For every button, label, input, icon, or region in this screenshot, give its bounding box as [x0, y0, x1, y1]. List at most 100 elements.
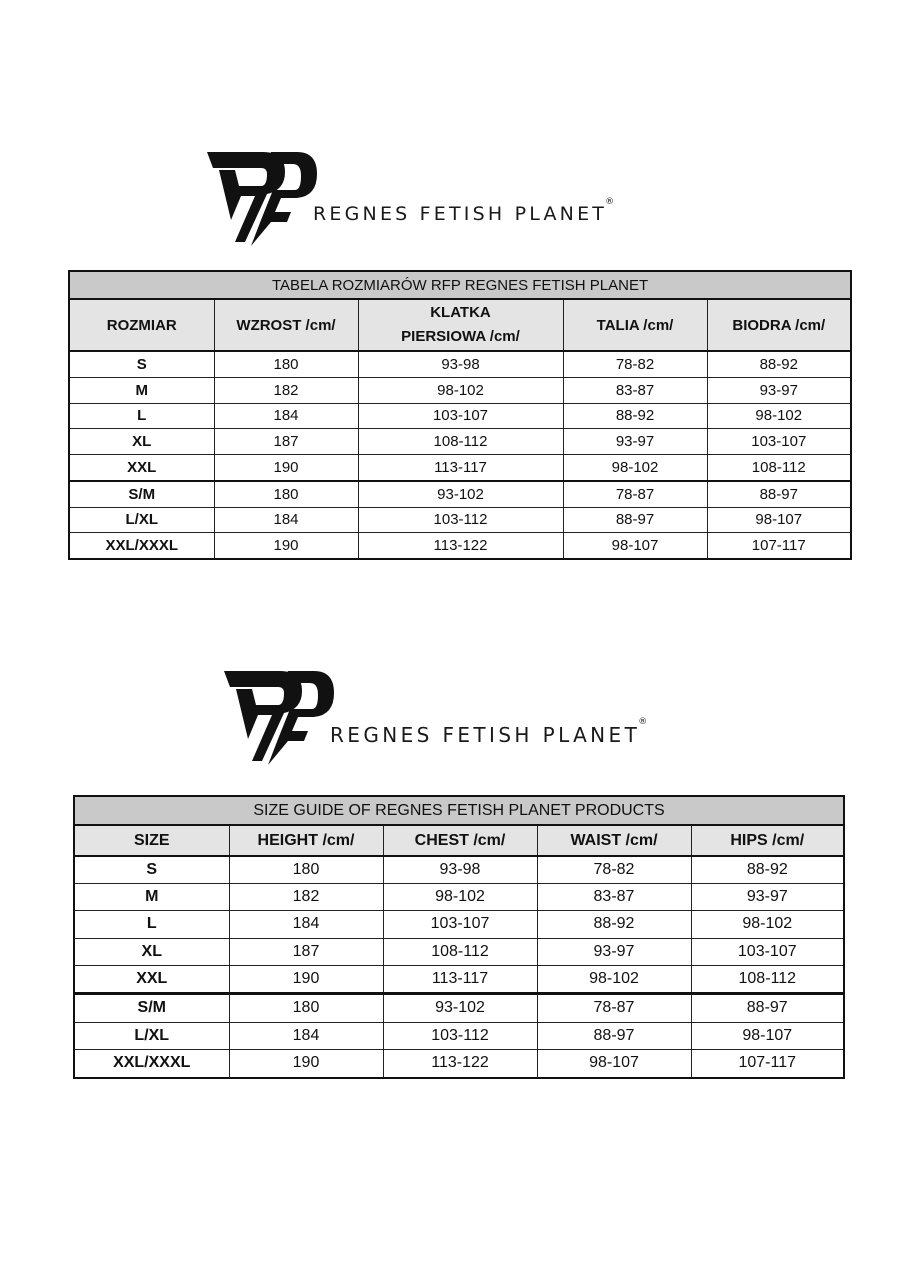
size-label: S: [68, 350, 215, 378]
table-row: L/XL 184 103-112 88-97 98-107: [68, 506, 852, 533]
measurement-cell: 190: [228, 1049, 384, 1078]
table-row: L/XL 184 103-112 88-97 98-107: [73, 1021, 845, 1050]
measurement-cell: 98-102: [706, 402, 852, 430]
size-label: M: [68, 376, 215, 404]
size-label: XL: [68, 428, 215, 456]
measurement-cell: 98-102: [536, 964, 692, 994]
table-row: M 182 98-102 83-87 93-97: [68, 376, 852, 404]
measurement-cell: 103-107: [690, 937, 845, 966]
measurement-cell: 88-97: [562, 506, 708, 533]
measurement-cell: 88-92: [690, 855, 845, 885]
measurement-cell: 184: [228, 910, 384, 939]
measurement-cell: 113-117: [357, 454, 564, 482]
measurement-cell: 103-107: [382, 910, 538, 939]
size-table-english-combined: S/M 180 93-102 78-87 88-97 L/XL 184 103-112 88-9…: [73, 993, 845, 1079]
measurement-cell: 93-98: [357, 350, 564, 378]
measurement-cell: 187: [228, 937, 384, 966]
measurement-cell: 180: [228, 993, 384, 1023]
measurement-cell: 103-112: [382, 1021, 538, 1050]
measurement-cell: 190: [213, 532, 359, 559]
brand-logo-polish: REGNES FETISH PLANET®: [205, 150, 645, 250]
measurement-cell: 107-117: [706, 532, 852, 559]
registered-mark: ®: [605, 197, 615, 207]
column-header: TALIA /cm/: [562, 298, 708, 352]
measurement-cell: 83-87: [536, 883, 692, 912]
table-row: XXL/XXXL 190 113-122 98-107 107-117: [68, 532, 852, 559]
table-row: M 182 98-102 83-87 93-97: [73, 883, 845, 912]
table-header-row: ROZMIAR WZROST /cm/KLATKA PIERSIOWA /cm/T…: [68, 298, 852, 352]
table-row: L 184 103-107 88-92 98-102: [73, 910, 845, 939]
size-label: S/M: [73, 993, 230, 1023]
measurement-cell: 98-102: [382, 883, 538, 912]
measurement-cell: 78-87: [562, 480, 708, 508]
measurement-cell: 98-107: [706, 506, 852, 533]
measurement-cell: 78-82: [562, 350, 708, 378]
measurement-cell: 93-98: [382, 855, 538, 885]
size-label: XXL: [73, 964, 230, 994]
measurement-cell: 182: [228, 883, 384, 912]
measurement-cell: 184: [213, 506, 359, 533]
measurement-cell: 190: [228, 964, 384, 994]
column-header: HEIGHT /cm/: [228, 824, 384, 857]
size-label: L: [68, 402, 215, 430]
column-header: WZROST /cm/: [213, 298, 359, 352]
measurement-cell: 108-112: [690, 964, 845, 994]
size-label: L/XL: [68, 506, 215, 533]
brand-name: REGNES FETISH PLANET: [330, 723, 641, 747]
measurement-cell: 88-97: [706, 480, 852, 508]
table-row: S/M 180 93-102 78-87 88-97: [73, 993, 845, 1023]
measurement-cell: 88-92: [706, 350, 852, 378]
table-row: XXL 190 113-117 98-102 108-112: [73, 964, 845, 994]
size-table-english: SIZE GUIDE OF REGNES FETISH PLANET PRODU…: [73, 795, 846, 994]
measurement-cell: 108-112: [357, 428, 564, 456]
measurement-cell: 78-87: [536, 993, 692, 1023]
size-label: M: [73, 883, 230, 912]
measurement-cell: 98-107: [562, 532, 708, 559]
measurement-cell: 113-117: [382, 964, 538, 994]
table-row: S 180 93-98 78-82 88-92: [68, 350, 852, 378]
size-table-polish: TABELA ROZMIARÓW RFP REGNES FETISH PLANE…: [68, 270, 853, 482]
measurement-cell: 103-112: [357, 506, 564, 533]
column-header: CHEST /cm/: [382, 824, 538, 857]
measurement-cell: 103-107: [706, 428, 852, 456]
measurement-cell: 78-82: [536, 855, 692, 885]
measurement-cell: 107-117: [690, 1049, 845, 1078]
measurement-cell: 88-92: [536, 910, 692, 939]
measurement-cell: 108-112: [382, 937, 538, 966]
measurement-cell: 113-122: [382, 1049, 538, 1078]
column-header: HIPS /cm/: [690, 824, 845, 857]
measurement-cell: 83-87: [562, 376, 708, 404]
table-title: TABELA ROZMIARÓW RFP REGNES FETISH PLANE…: [68, 270, 852, 300]
size-label: S/M: [68, 480, 215, 508]
measurement-cell: 180: [228, 855, 384, 885]
size-label: S: [73, 855, 230, 885]
table-title: SIZE GUIDE OF REGNES FETISH PLANET PRODU…: [73, 795, 845, 826]
column-header: SIZE: [73, 824, 230, 857]
size-label: L: [73, 910, 230, 939]
column-header: ROZMIAR: [68, 298, 215, 352]
measurement-cell: 98-102: [357, 376, 564, 404]
measurement-cell: 88-92: [562, 402, 708, 430]
table-title-row: SIZE GUIDE OF REGNES FETISH PLANET PRODU…: [73, 795, 845, 826]
measurement-cell: 98-102: [690, 910, 845, 939]
measurement-cell: 187: [213, 428, 359, 456]
rfp-logo-mark-icon: [224, 671, 334, 765]
measurement-cell: 113-122: [357, 532, 564, 559]
column-header: KLATKA PIERSIOWA /cm/: [357, 298, 564, 352]
column-header: WAIST /cm/: [536, 824, 692, 857]
table-row: XXL/XXXL 190 113-122 98-107 107-117: [73, 1049, 845, 1078]
table-row: L 184 103-107 88-92 98-102: [68, 402, 852, 430]
size-label: XXL/XXXL: [68, 532, 215, 559]
measurement-cell: 93-102: [357, 480, 564, 508]
measurement-cell: 98-102: [562, 454, 708, 482]
table-row: S/M 180 93-102 78-87 88-97: [68, 480, 852, 508]
measurement-cell: 98-107: [536, 1049, 692, 1078]
measurement-cell: 180: [213, 350, 359, 378]
measurement-cell: 190: [213, 454, 359, 482]
measurement-cell: 93-102: [382, 993, 538, 1023]
table-row: XL 187 108-112 93-97 103-107: [73, 937, 845, 966]
measurement-cell: 180: [213, 480, 359, 508]
size-label: L/XL: [73, 1021, 230, 1050]
measurement-cell: 98-107: [690, 1021, 845, 1050]
table-row: XXL 190 113-117 98-102 108-112: [68, 454, 852, 482]
